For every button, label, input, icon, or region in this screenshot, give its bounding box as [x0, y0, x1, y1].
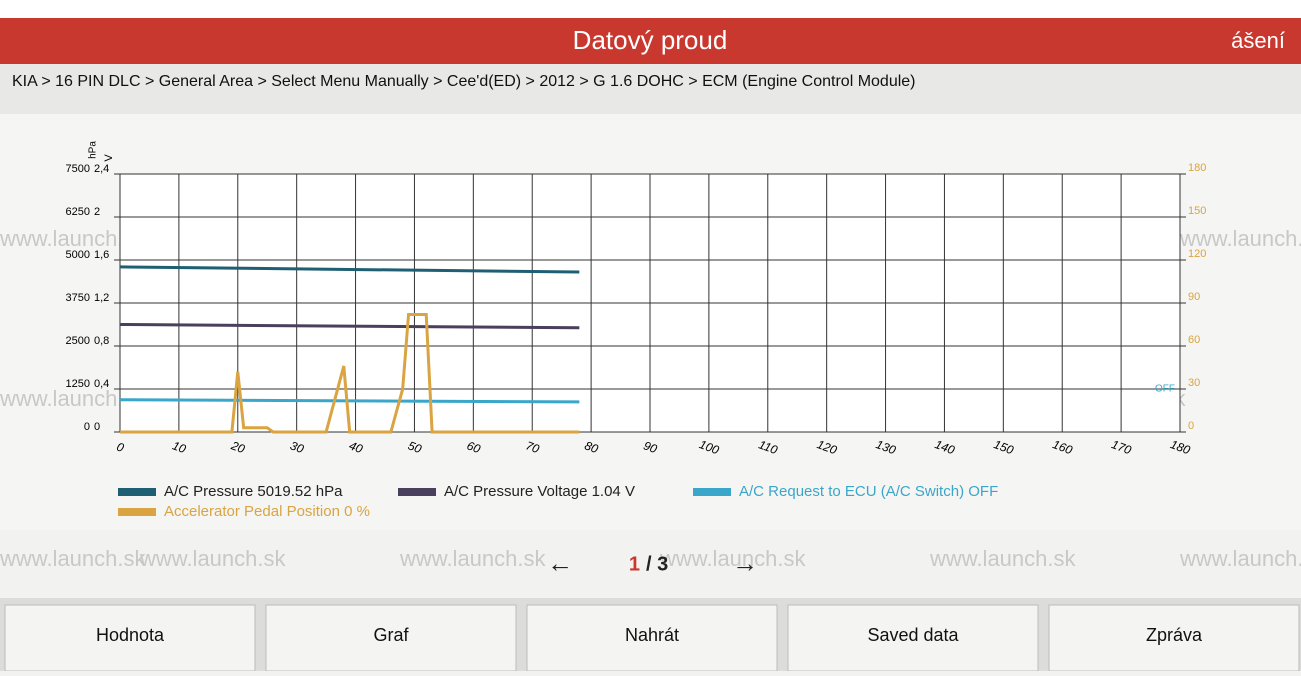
- y2-tick-label: 120: [1188, 248, 1206, 260]
- yv-tick-label: 0,4: [94, 378, 109, 390]
- y-unit: hPa: [88, 141, 99, 159]
- yv-tick-label: 2,4: [94, 163, 109, 175]
- pager-current: 1: [629, 553, 640, 575]
- pager-total: / 3: [646, 553, 668, 575]
- y2-tick-label: 60: [1188, 334, 1200, 346]
- off-label: OFF: [1155, 384, 1175, 395]
- legend-label: Accelerator Pedal Position 0 %: [164, 503, 370, 520]
- yv-tick-label: 2: [94, 206, 100, 218]
- yv-tick-label: 1,2: [94, 292, 109, 304]
- button-label[interactable]: Saved data: [867, 625, 959, 645]
- yv-tick-label: 0,8: [94, 335, 109, 347]
- y-tick-label: 2500: [66, 335, 90, 347]
- header-right[interactable]: ášení: [1231, 28, 1285, 53]
- y2-tick-label: 30: [1188, 377, 1200, 389]
- watermark: www.launch.sk: [1179, 546, 1301, 571]
- button-label[interactable]: Graf: [373, 625, 409, 645]
- y2-tick-label: 0: [1188, 420, 1194, 432]
- watermark: www.launch.sk: [399, 546, 547, 571]
- legend-label: A/C Pressure 5019.52 hPa: [164, 483, 343, 500]
- button-label[interactable]: Hodnota: [96, 625, 165, 645]
- legend-swatch: [118, 488, 156, 496]
- y-tick-label: 7500: [66, 163, 90, 175]
- breadcrumb: KIA > 16 PIN DLC > General Area > Select…: [12, 73, 916, 90]
- header-title: Datový proud: [573, 25, 728, 55]
- y2-tick-label: 150: [1188, 205, 1206, 217]
- next-arrow[interactable]: →: [732, 548, 758, 578]
- yv-unit: V: [103, 154, 115, 162]
- legend-label: A/C Request to ECU (A/C Switch) OFF: [739, 483, 998, 500]
- button-label[interactable]: Nahrát: [625, 625, 679, 645]
- legend-swatch: [118, 508, 156, 516]
- y-tick-label: 0: [84, 421, 90, 433]
- y2-tick-label: 180: [1188, 162, 1206, 174]
- legend-label: A/C Pressure Voltage 1.04 V: [444, 483, 635, 500]
- legend-swatch: [693, 488, 731, 496]
- y-tick-label: 6250: [66, 206, 90, 218]
- y-tick-label: 5000: [66, 249, 90, 261]
- y2-tick-label: 90: [1188, 291, 1200, 303]
- watermark: www.launch.sk: [139, 546, 287, 571]
- legend-swatch: [398, 488, 436, 496]
- yv-tick-label: 1,6: [94, 249, 109, 261]
- prev-arrow[interactable]: ←: [547, 548, 573, 578]
- screen: Datový proud ášení KIA > 16 PIN DLC > Ge…: [0, 0, 1301, 671]
- y-tick-label: 3750: [66, 292, 90, 304]
- top-strip: [0, 0, 1301, 18]
- watermark: www.launch.sk: [929, 546, 1077, 571]
- yv-tick-label: 0: [94, 421, 100, 433]
- y-tick-label: 1250: [66, 378, 90, 390]
- button-label[interactable]: Zpráva: [1146, 625, 1203, 645]
- watermark: www.launch.sk: [0, 546, 147, 571]
